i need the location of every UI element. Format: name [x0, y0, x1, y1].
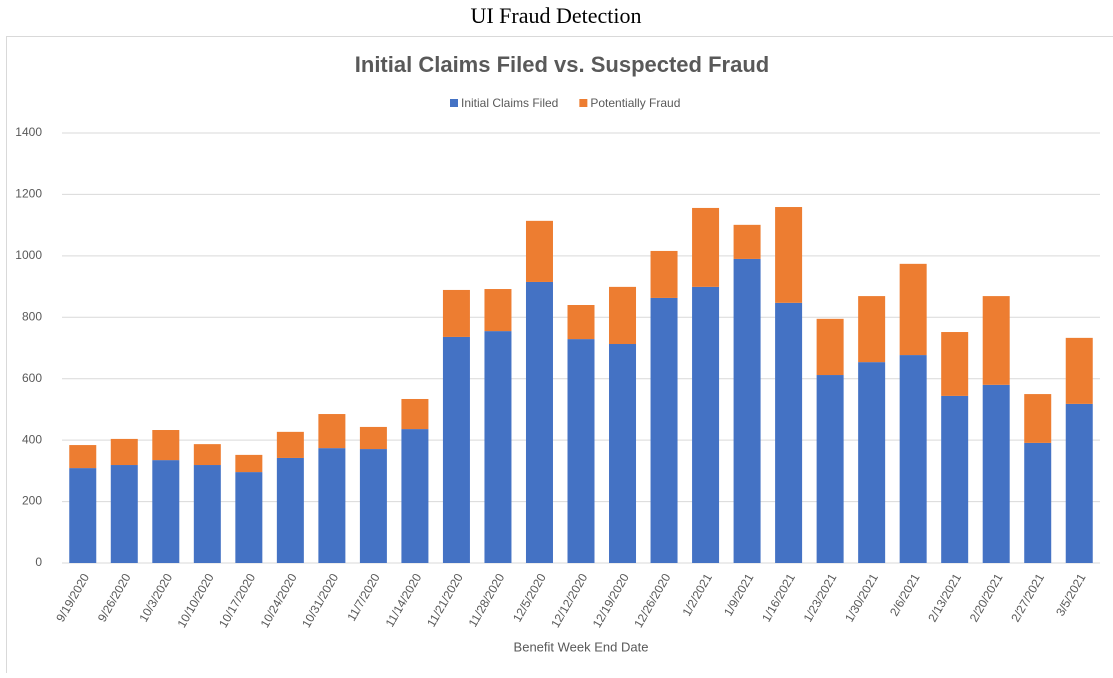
x-tick-label: 10/10/2020	[175, 571, 217, 630]
bar-segment	[651, 298, 678, 563]
bar-segment	[1066, 338, 1093, 404]
bar-segment	[69, 468, 96, 563]
bar-segment	[277, 458, 304, 563]
bar-segment	[858, 296, 885, 362]
bar-segment	[609, 344, 636, 563]
legend-label: Potentially Fraud	[590, 96, 680, 110]
bar-segment	[235, 455, 262, 472]
x-tick-label: 1/23/2021	[801, 571, 840, 625]
bar-segment	[194, 465, 221, 563]
x-tick-label: 11/14/2020	[383, 571, 425, 630]
x-tick-label: 2/27/2021	[1008, 571, 1047, 625]
y-tick-label: 1000	[15, 248, 42, 262]
bar-segment	[360, 427, 387, 449]
bar-segment	[775, 207, 802, 303]
bar-segment	[734, 259, 761, 563]
x-tick-label: 12/12/2020	[548, 571, 590, 630]
legend-swatch	[579, 99, 587, 107]
bar-segment	[900, 264, 927, 355]
x-tick-label: 12/26/2020	[631, 571, 673, 630]
x-tick-label: 11/21/2020	[424, 571, 466, 630]
bar-segment	[152, 430, 179, 460]
bar-segment	[1024, 394, 1051, 443]
bar-segment	[318, 448, 345, 563]
bar-segment	[609, 287, 636, 344]
x-tick-label: 1/30/2021	[842, 571, 881, 625]
y-tick-label: 200	[22, 494, 42, 508]
bar-segment	[360, 449, 387, 563]
bar-segment	[526, 282, 553, 563]
x-axis-label: Benefit Week End Date	[514, 639, 649, 654]
legend-label: Initial Claims Filed	[461, 96, 558, 110]
bar-segment	[443, 337, 470, 563]
bar-segment	[817, 375, 844, 563]
bar-segment	[941, 332, 968, 396]
bar-segment	[1024, 443, 1051, 563]
y-tick-label: 1200	[15, 187, 42, 201]
x-tick-label: 10/3/2020	[136, 571, 175, 625]
bar-segment	[692, 287, 719, 563]
x-tick-label: 10/17/2020	[216, 571, 258, 630]
bar-segment	[401, 399, 428, 429]
bar-segment	[692, 208, 719, 287]
x-tick-label: 1/16/2021	[759, 571, 798, 625]
bar-segment	[111, 465, 138, 563]
bar-segment	[484, 289, 511, 331]
bar-segment	[194, 444, 221, 465]
x-tick-label: 11/28/2020	[466, 571, 508, 630]
x-tick-label: 9/26/2020	[95, 571, 134, 625]
bar-segment	[568, 305, 595, 339]
bar-segment	[983, 385, 1010, 563]
bar-segment	[775, 303, 802, 563]
bar-segment	[651, 251, 678, 298]
bar-segment	[941, 396, 968, 563]
y-tick-label: 800	[22, 309, 42, 323]
x-tick-label: 12/19/2020	[590, 571, 632, 630]
bar-segment	[443, 290, 470, 337]
chart-title: Initial Claims Filed vs. Suspected Fraud	[355, 52, 769, 77]
x-tick-label: 12/5/2020	[510, 571, 549, 625]
bar-segment	[900, 355, 927, 563]
bar-segment	[318, 414, 345, 448]
bar-segment	[484, 331, 511, 563]
y-tick-label: 1400	[15, 125, 42, 139]
bar-segment	[734, 225, 761, 259]
bar-segment	[568, 339, 595, 563]
bar-segment	[1066, 404, 1093, 563]
x-tick-label: 2/6/2021	[887, 571, 923, 619]
bar-segment	[277, 432, 304, 458]
bar-segment	[858, 362, 885, 563]
x-tick-label: 1/2/2021	[679, 571, 715, 619]
y-tick-label: 600	[22, 371, 42, 385]
x-tick-label: 3/5/2021	[1053, 571, 1089, 619]
bar-segment	[111, 439, 138, 465]
y-tick-label: 400	[22, 432, 42, 446]
y-tick-label: 0	[35, 555, 42, 569]
x-tick-label: 2/13/2021	[925, 571, 964, 625]
bar-segment	[526, 221, 553, 282]
x-tick-label: 1/9/2021	[721, 571, 757, 619]
bar-segment	[69, 445, 96, 468]
bar-segment	[401, 429, 428, 563]
bar-segment	[152, 460, 179, 563]
page-title: UI Fraud Detection	[470, 3, 641, 28]
bar-segment	[817, 319, 844, 375]
bar-segment	[235, 472, 262, 563]
x-tick-label: 11/7/2020	[344, 571, 383, 624]
x-tick-label: 10/24/2020	[258, 571, 300, 630]
x-tick-label: 9/19/2020	[53, 571, 92, 625]
x-tick-label: 10/31/2020	[299, 571, 341, 630]
x-tick-label: 2/20/2021	[967, 571, 1006, 625]
bar-segment	[983, 296, 1010, 385]
legend-swatch	[450, 99, 458, 107]
